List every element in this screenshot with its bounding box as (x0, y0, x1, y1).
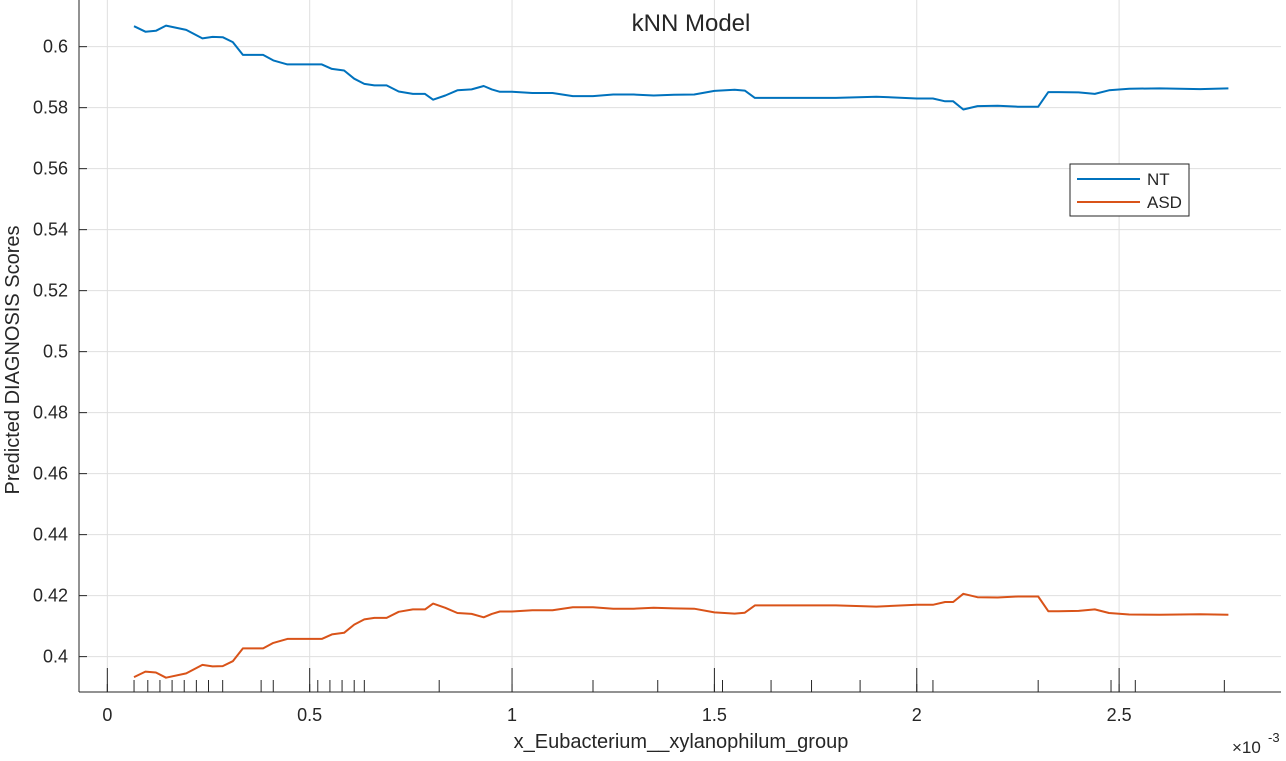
y-tick-label: 0.5 (43, 342, 68, 362)
legend-label-nt: NT (1147, 170, 1170, 189)
x-tick-label: 2 (912, 705, 922, 725)
x-axis-label: x_Eubacterium__xylanophilum_group (514, 731, 849, 753)
x-tick-label: 2.5 (1107, 705, 1132, 725)
y-tick-label: 0.44 (33, 525, 68, 545)
x-axis-exponent-base: ×10 (1232, 738, 1261, 756)
y-tick-label: 0.42 (33, 586, 68, 606)
y-tick-label: 0.52 (33, 281, 68, 301)
legend-box (1069, 163, 1190, 217)
x-axis-exponent-power: -3 (1268, 730, 1280, 745)
series-line-asd (133, 592, 1229, 679)
x-tick-label: 1.5 (702, 705, 727, 725)
legend: NT ASD (1069, 163, 1190, 217)
y-tick-label: 0.58 (33, 98, 68, 118)
x-tick-label: 1 (507, 705, 517, 725)
chart-title: kNN Model (632, 10, 751, 37)
legend-label-asd: ASD (1147, 193, 1182, 212)
series-line-nt (133, 24, 1229, 111)
y-axis-label: Predicted DIAGNOSIS Scores (2, 226, 24, 495)
x-tick-label: 0.5 (297, 705, 322, 725)
rug-plot (106, 668, 1225, 692)
grid-lines (79, 0, 1281, 692)
series-lines (133, 24, 1229, 679)
y-tick-label: 0.4 (43, 647, 68, 667)
y-tick-label: 0.46 (33, 464, 68, 484)
y-tick-label: 0.6 (43, 37, 68, 57)
y-tick-label: 0.56 (33, 159, 68, 179)
axes (78, 0, 1281, 693)
tick-labels: 0 0.5 1 1.5 2 2.5 0.4 0.42 0.44 0.46 0.48 0.5 0.52 0.… (33, 37, 1132, 725)
x-tick-label: 0 (102, 705, 112, 725)
y-tick-label: 0.54 (33, 220, 68, 240)
y-tick-label: 0.48 (33, 403, 68, 423)
